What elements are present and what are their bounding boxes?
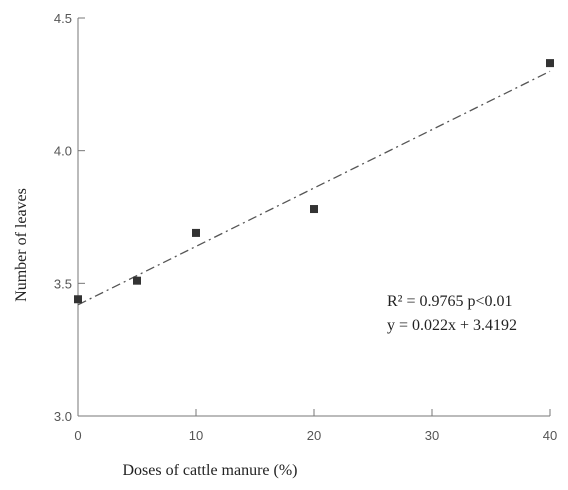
data-points [74, 59, 554, 304]
ticks: 3.0 3.5 4.0 4.5 0 10 20 30 40 [54, 11, 557, 443]
data-point [310, 205, 318, 214]
equation-annotation: y = 0.022x + 3.4192 [387, 317, 517, 334]
x-tick-label: 30 [425, 428, 439, 443]
r-squared-annotation: R² = 0.9765 p<0.01 [387, 293, 513, 310]
trendline [77, 70, 551, 306]
x-axis-label: Doses of cattle manure (%) [122, 462, 297, 479]
data-point [133, 276, 141, 285]
x-tick-label: 40 [543, 428, 557, 443]
x-tick-label: 20 [307, 428, 321, 443]
y-tick-label: 3.5 [54, 276, 72, 291]
axes [77, 18, 550, 417]
y-axis-label: Number of leaves [13, 188, 30, 302]
y-tick-label: 4.0 [54, 144, 72, 159]
x-tick-label: 10 [189, 428, 203, 443]
x-tick-label: 0 [74, 428, 81, 443]
data-point [74, 295, 82, 304]
data-point [192, 228, 200, 237]
trendline-group [77, 70, 551, 306]
y-tick-label: 4.5 [54, 11, 72, 26]
data-point [546, 59, 554, 68]
y-tick-label: 3.0 [54, 409, 72, 424]
